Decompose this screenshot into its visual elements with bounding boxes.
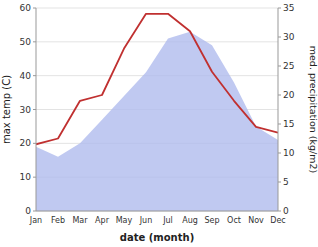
y2-tick-label: 25	[283, 61, 294, 71]
y2-tick	[278, 8, 281, 9]
y-tick-label: 40	[20, 71, 32, 81]
y2-tick	[278, 153, 281, 154]
x-tick-label: Sep	[204, 216, 219, 225]
y2-tick	[278, 95, 281, 96]
x-tick-label: Jul	[162, 216, 173, 225]
y-tick-label: 30	[20, 105, 32, 115]
y-axis-label: max temp (C)	[1, 75, 12, 144]
y-tick	[33, 177, 36, 178]
x-tick-label: Dec	[270, 216, 285, 225]
y2-tick-label: 15	[283, 119, 294, 129]
plot-area	[36, 14, 278, 211]
x-tick-label: May	[116, 216, 133, 225]
y-tick-label: 60	[20, 3, 32, 13]
y2-tick	[278, 182, 281, 183]
y-tick-label: 0	[25, 206, 31, 216]
x-tick-label: Apr	[95, 216, 110, 225]
line	[36, 14, 278, 145]
x-tick-label: Mar	[72, 216, 88, 225]
y-tick	[33, 8, 36, 9]
grid	[36, 8, 278, 211]
x-tick-label: Oct	[227, 216, 241, 225]
y-tick-label: 10	[20, 172, 32, 182]
y-tick-label: 20	[20, 138, 32, 148]
x-tick-label: Jun	[139, 216, 153, 225]
y2-tick-label: 10	[283, 148, 295, 158]
x-tick-label: Aug	[182, 216, 198, 225]
y2-tick-label: 35	[283, 3, 294, 13]
y2-tick	[278, 124, 281, 125]
y2-tick-label: 0	[283, 206, 289, 216]
y2-axis-line	[278, 8, 279, 211]
x-tick-label: Jan	[29, 216, 42, 225]
y-tick	[33, 109, 36, 110]
chart: 0 10 20 30 40 50 60 0 5 10 15 20 25 30 35 Jan Feb Mar Apr M…	[0, 0, 318, 247]
y2-tick	[278, 66, 281, 67]
x-tick-label: Feb	[51, 216, 65, 225]
grid-line	[36, 211, 278, 212]
y2-tick	[278, 37, 281, 38]
x-tick-label: Nov	[248, 216, 264, 225]
x-axis-label: date (month)	[120, 232, 194, 243]
x-axis-line	[36, 211, 278, 212]
axes: 0 10 20 30 40 50 60 0 5 10 15 20 25 30 35 Jan Feb Mar Apr M…	[20, 3, 295, 225]
y-tick	[33, 41, 36, 42]
y-tick	[33, 143, 36, 144]
grid-line	[36, 8, 278, 9]
grid-line	[36, 41, 278, 42]
y-tick-label: 50	[20, 37, 32, 47]
y-tick	[33, 75, 36, 76]
y2-axis-label: med. precipitation (kg/m2)	[308, 46, 318, 173]
y2-tick-label: 5	[283, 177, 289, 187]
y2-tick-label: 30	[283, 32, 295, 42]
y2-tick	[278, 211, 281, 212]
area	[36, 32, 278, 211]
y-tick	[33, 211, 36, 212]
y2-tick-label: 20	[283, 90, 295, 100]
